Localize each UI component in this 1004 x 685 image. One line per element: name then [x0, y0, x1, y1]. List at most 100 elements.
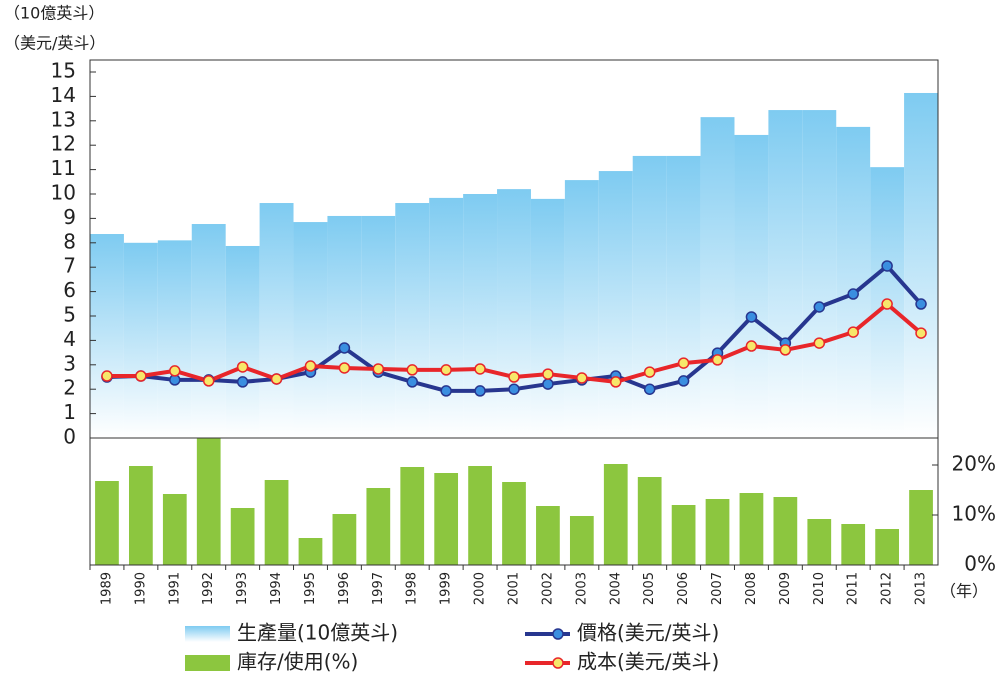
- production-bar: [632, 155, 667, 438]
- x-tick-label: 2001: [507, 572, 522, 605]
- x-tick-label: 2013: [914, 572, 929, 605]
- y2-tick-label: 0%: [964, 552, 996, 576]
- stock-bar: [536, 506, 560, 565]
- line-marker: [542, 378, 554, 390]
- line-marker: [406, 376, 418, 388]
- stock-bar: [400, 467, 425, 565]
- line-marker: [915, 327, 927, 339]
- line-marker: [677, 357, 690, 369]
- legend-marker: [552, 628, 564, 640]
- line-marker: [508, 383, 520, 395]
- line-marker: [202, 375, 215, 387]
- production-bar: [564, 180, 599, 439]
- x-tick-label: 1994: [269, 572, 284, 605]
- line-marker: [779, 344, 792, 356]
- x-tick-label: 1993: [235, 572, 250, 605]
- line-marker: [847, 288, 859, 300]
- production-bar: [225, 245, 260, 438]
- stock-bar: [807, 519, 832, 565]
- line-marker: [304, 360, 317, 372]
- x-tick-label: 1997: [371, 572, 386, 605]
- production-bar: [700, 117, 735, 438]
- y-tick-label: 3: [63, 351, 76, 375]
- x-tick-label: 1991: [167, 572, 182, 605]
- x-tick-label: 2000: [473, 572, 488, 605]
- production-bar: [395, 203, 430, 438]
- production-bar: [123, 242, 158, 438]
- stock-bar: [705, 499, 730, 565]
- line-marker: [169, 365, 181, 377]
- stock-bar: [909, 490, 933, 565]
- production-bar: [259, 203, 294, 438]
- line-marker: [270, 373, 283, 385]
- line-marker: [745, 340, 758, 352]
- stock-bar: [196, 438, 221, 565]
- stock-bar: [298, 538, 323, 565]
- legend-marker: [552, 657, 564, 669]
- legend-label: 生產量(10億英斗): [237, 621, 398, 645]
- x-tick-label: 2004: [608, 572, 623, 605]
- line-marker: [576, 372, 588, 384]
- stock-bar: [773, 497, 798, 565]
- production-bar: [497, 189, 531, 438]
- y2-tick-label: 10%: [952, 502, 996, 526]
- stock-bar: [366, 488, 391, 565]
- stock-bar: [637, 477, 662, 565]
- y-tick-label: 2: [63, 376, 76, 400]
- y-tick-label: 15: [51, 59, 76, 83]
- stock-bar: [875, 529, 899, 565]
- line-marker: [474, 363, 486, 375]
- y-tick-label: 7: [63, 254, 76, 278]
- production-bar: [429, 197, 464, 438]
- line-marker: [440, 385, 452, 397]
- production-bar: [157, 240, 192, 438]
- x-tick-label: 1998: [405, 572, 420, 605]
- x-tick-label: 2009: [778, 572, 793, 605]
- line-marker: [643, 383, 656, 395]
- line-marker: [135, 370, 147, 382]
- stock-bar: [95, 481, 119, 565]
- stock-bar: [264, 480, 289, 565]
- production-bar: [768, 110, 803, 439]
- line-marker: [881, 298, 893, 310]
- y-tick-label: 10: [51, 181, 76, 205]
- x-tick-label: 2006: [676, 572, 691, 605]
- stock-bar: [739, 493, 764, 565]
- production-bar: [327, 215, 362, 438]
- y-tick-label: 8: [63, 229, 76, 253]
- stock-bar: [162, 494, 187, 565]
- x-tick-label: 1989: [99, 572, 114, 605]
- line-marker: [643, 366, 656, 378]
- line-marker: [677, 375, 690, 387]
- x-tick-label: 1992: [201, 572, 216, 605]
- y-tick-label: 9: [63, 205, 76, 229]
- y-axis-label: （10億英斗）: [4, 4, 104, 23]
- line-marker: [847, 326, 859, 338]
- x-tick-label: 2007: [710, 572, 725, 605]
- y-tick-label: 1: [63, 400, 76, 424]
- stock-bar: [332, 514, 357, 565]
- production-bar: [734, 134, 769, 438]
- x-tick-label: 2003: [574, 572, 589, 605]
- x-tick-label: 1990: [133, 572, 148, 605]
- x-tick-label: 2010: [812, 572, 827, 605]
- stock-bar: [841, 524, 866, 565]
- line-marker: [101, 370, 113, 382]
- production-bar: [90, 234, 124, 438]
- line-marker: [610, 376, 622, 388]
- production-bar: [293, 222, 328, 438]
- x-tick-label: 1999: [439, 572, 454, 605]
- stock-bar: [671, 505, 696, 565]
- x-tick-label: 2002: [540, 572, 555, 605]
- line-marker: [745, 311, 758, 323]
- x-tick-label: 1996: [337, 572, 352, 605]
- stock-bar: [603, 464, 628, 565]
- y-tick-label: 0: [63, 425, 76, 449]
- y-tick-label: 14: [51, 83, 76, 107]
- y-tick-label: 13: [51, 107, 76, 131]
- y-tick-label: 6: [63, 278, 76, 302]
- legend-swatch: [185, 655, 230, 671]
- x-tick-label: 2012: [880, 572, 895, 605]
- x-tick-label: 2011: [846, 572, 861, 605]
